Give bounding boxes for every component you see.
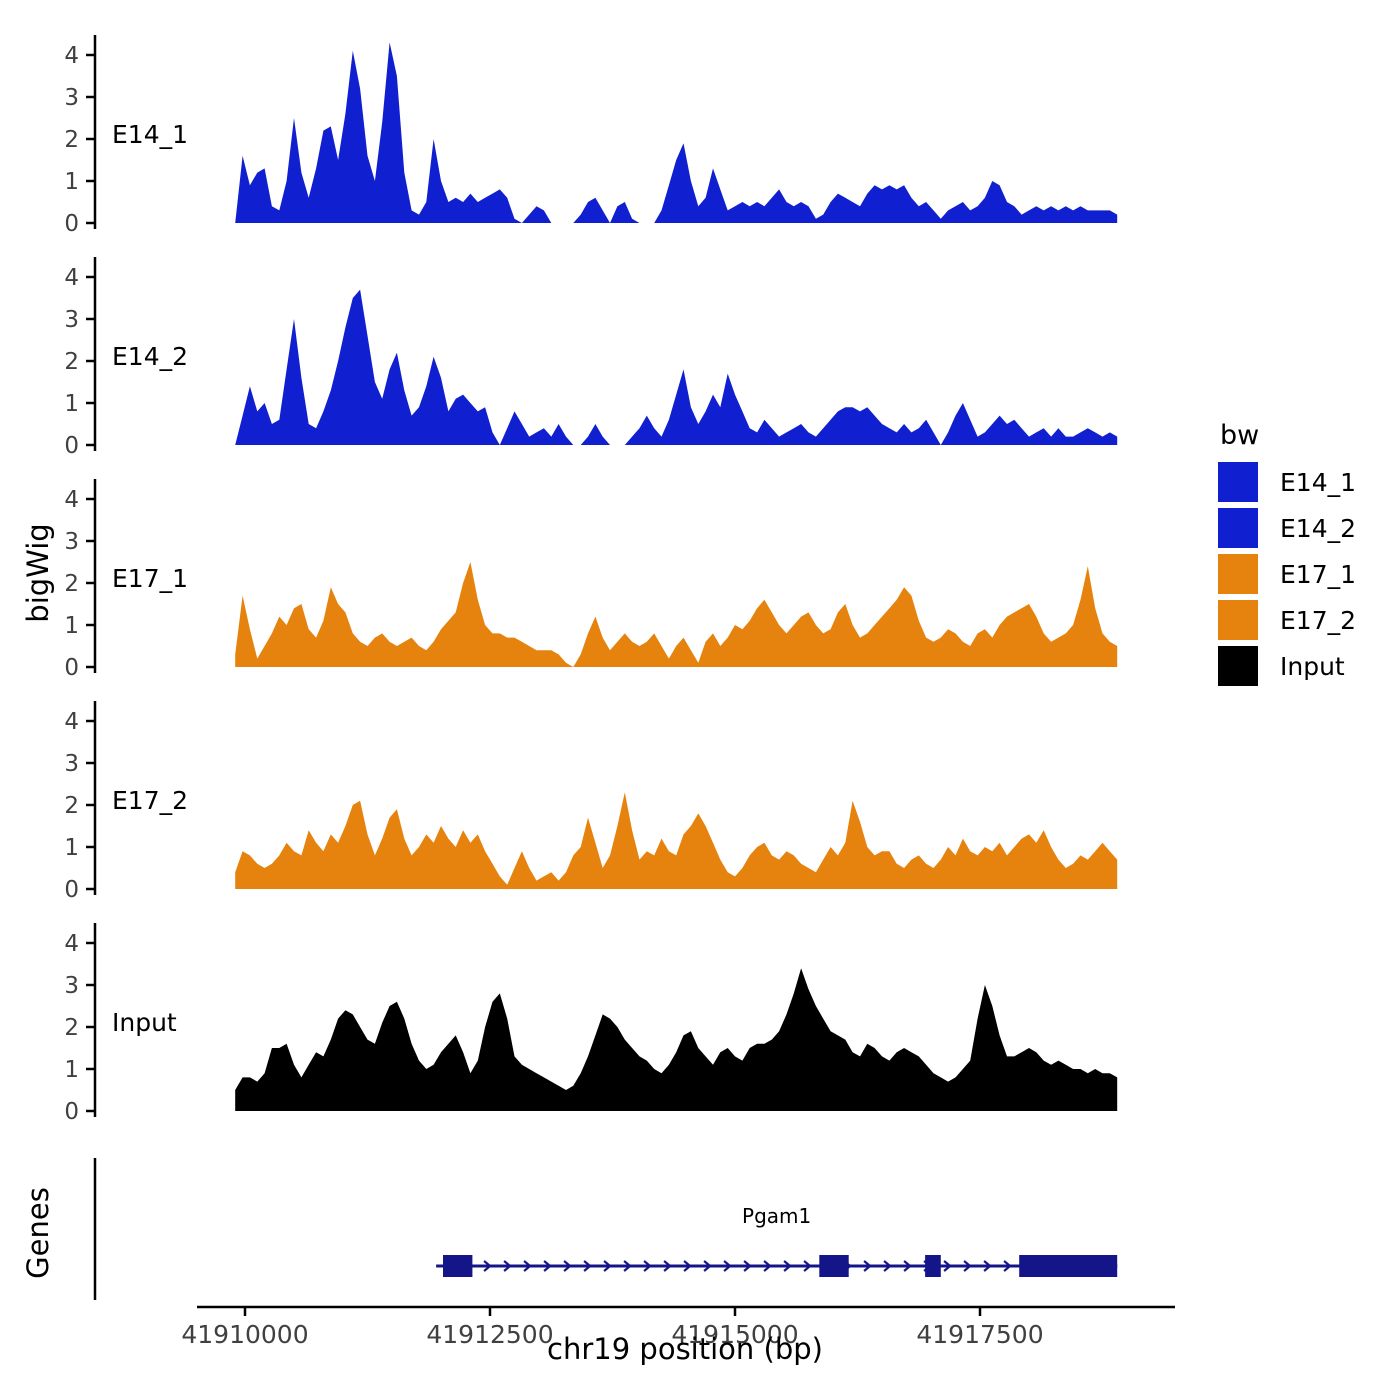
track-label-E17_2: E17_2 <box>112 786 188 815</box>
y-tick-label-E17_1: 3 <box>64 529 79 555</box>
y-tick-label-Input: 2 <box>64 1015 79 1041</box>
gene-strand-arrow-icon <box>1003 1260 1012 1272</box>
y-tick-label-Input: 4 <box>64 931 79 957</box>
gene-strand-arrow-icon <box>683 1260 692 1272</box>
x-tick-label: 41915000 <box>671 1320 798 1349</box>
y-tick-label-E17_2: 3 <box>64 751 79 777</box>
genes-panel-title: Genes <box>21 1187 55 1279</box>
y-tick-label-E17_1: 4 <box>64 487 79 513</box>
legend-key-E17_1: E17_1 <box>1218 554 1356 594</box>
gene-strand-arrow-icon <box>643 1260 652 1272</box>
legend-swatch-icon <box>1218 462 1258 502</box>
gene-strand-arrow-icon <box>883 1260 892 1272</box>
gene-strand-arrow-icon <box>803 1260 812 1272</box>
coverage-area-E14_2 <box>235 289 1118 445</box>
gene-exon <box>443 1255 473 1277</box>
legend-swatch-icon <box>1218 508 1258 548</box>
y-tick-label-E14_1: 4 <box>64 43 79 69</box>
coverage-area-E17_1 <box>235 562 1118 667</box>
y-tick-label-E14_2: 3 <box>64 307 79 333</box>
y-axis-title: bigWig <box>21 523 55 623</box>
gene-strand-arrow-icon <box>543 1260 552 1272</box>
gene-exon <box>819 1255 849 1277</box>
legend-key-label: E14_1 <box>1280 467 1357 497</box>
legend-key-label: Input <box>1280 651 1345 681</box>
legend-title: bw <box>1220 420 1260 451</box>
gene-strand-arrow-icon <box>963 1260 972 1272</box>
legend-swatch-icon <box>1218 600 1258 640</box>
gene-strand-arrow-icon <box>763 1260 772 1272</box>
gene-strand-arrow-icon <box>783 1260 792 1272</box>
gene-strand-arrow-icon <box>723 1260 732 1272</box>
y-tick-label-E14_1: 3 <box>64 85 79 111</box>
legend-swatch-icon <box>1218 646 1258 686</box>
gene-strand-arrow-icon <box>583 1260 592 1272</box>
x-tick-label: 41912500 <box>426 1320 553 1349</box>
y-tick-label-Input: 1 <box>64 1057 79 1083</box>
y-tick-label-E14_1: 2 <box>64 127 79 153</box>
y-tick-label-E17_2: 4 <box>64 709 79 735</box>
legend-key-E14_2: E14_2 <box>1218 508 1356 548</box>
gene-strand-arrow-icon <box>983 1260 992 1272</box>
gene-exon <box>925 1255 941 1277</box>
legend-key-E14_1: E14_1 <box>1218 462 1356 502</box>
track-label-E14_2: E14_2 <box>112 342 188 371</box>
y-tick-label-E14_2: 0 <box>64 433 79 459</box>
legend-key-label: E17_1 <box>1280 559 1357 589</box>
x-tick-label: 41917500 <box>916 1320 1043 1349</box>
y-tick-label-E17_1: 1 <box>64 613 79 639</box>
coverage-area-Input <box>235 968 1118 1111</box>
track-label-E17_1: E17_1 <box>112 564 188 593</box>
gene-strand-arrow-icon <box>663 1260 672 1272</box>
y-tick-label-E14_1: 1 <box>64 169 79 195</box>
legend-key-Input: Input <box>1218 646 1356 686</box>
track-label-Input: Input <box>112 1008 177 1037</box>
gene-strand-arrow-icon <box>603 1260 612 1272</box>
y-tick-label-E17_2: 0 <box>64 877 79 903</box>
track-label-E14_1: E14_1 <box>112 120 188 149</box>
coverage-area-E14_1 <box>235 42 1118 224</box>
y-tick-label-E14_2: 4 <box>64 265 79 291</box>
legend-key-label: E14_2 <box>1280 513 1357 543</box>
y-tick-label-Input: 0 <box>64 1099 79 1125</box>
legend: E14_1 E14_2 E17_1 E17_2 Input <box>1218 462 1356 692</box>
gene-strand-arrow-icon <box>903 1260 912 1272</box>
gene-strand-arrow-icon <box>703 1260 712 1272</box>
gene-strand-arrow-icon <box>483 1260 492 1272</box>
gene-strand-arrow-icon <box>743 1260 752 1272</box>
gene-strand-arrow-icon <box>563 1260 572 1272</box>
y-tick-label-E17_2: 1 <box>64 835 79 861</box>
gene-strand-arrow-icon <box>503 1260 512 1272</box>
y-tick-label-E17_2: 2 <box>64 793 79 819</box>
coverage-area-E17_2 <box>235 792 1118 889</box>
gene-strand-arrow-icon <box>523 1260 532 1272</box>
x-axis-title: chr19 position (bp) <box>547 1332 823 1366</box>
y-tick-label-E14_1: 0 <box>64 211 79 237</box>
y-tick-label-Input: 3 <box>64 973 79 999</box>
legend-key-E17_2: E17_2 <box>1218 600 1356 640</box>
y-tick-label-E17_1: 2 <box>64 571 79 597</box>
x-tick-label: 41910000 <box>181 1320 308 1349</box>
gene-strand-arrow-icon <box>863 1260 872 1272</box>
legend-key-label: E17_2 <box>1280 605 1357 635</box>
gene-strand-arrow-icon <box>943 1260 952 1272</box>
y-tick-label-E14_2: 1 <box>64 391 79 417</box>
gene-strand-arrow-icon <box>623 1260 632 1272</box>
gene-name-label: Pgam1 <box>742 1204 812 1228</box>
y-tick-label-E17_1: 0 <box>64 655 79 681</box>
y-tick-label-E14_2: 2 <box>64 349 79 375</box>
gene-exon <box>1019 1255 1118 1277</box>
legend-swatch-icon <box>1218 554 1258 594</box>
